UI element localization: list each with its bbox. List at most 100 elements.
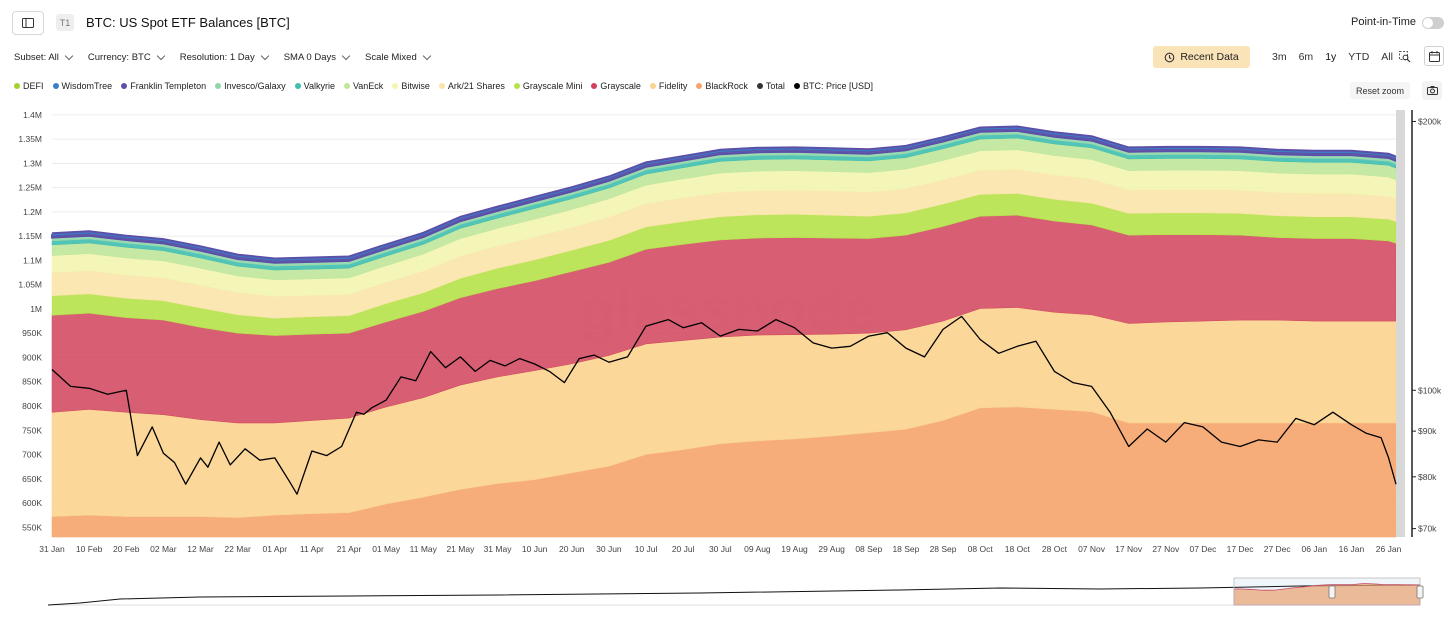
sma-label: SMA 0 Days bbox=[283, 52, 336, 63]
x-tick-label: 01 Apr bbox=[262, 544, 287, 554]
x-tick-label: 27 Dec bbox=[1264, 544, 1292, 554]
legend-item-blackrock[interactable]: BlackRock bbox=[696, 81, 748, 91]
legend-item-franklin-templeton[interactable]: Franklin Templeton bbox=[121, 81, 206, 91]
subset-dropdown[interactable]: Subset: All bbox=[14, 51, 74, 63]
x-tick-label: 11 Apr bbox=[300, 544, 324, 554]
x-tick-label: 17 Dec bbox=[1227, 544, 1255, 554]
legend-label: BTC: Price [USD] bbox=[802, 81, 873, 91]
range-all-button[interactable]: All bbox=[1381, 51, 1393, 63]
x-tick-label: 27 Nov bbox=[1152, 544, 1180, 554]
y-left-tick-label: 900K bbox=[22, 352, 42, 362]
legend-dot bbox=[649, 83, 656, 89]
x-tick-label: 08 Sep bbox=[855, 544, 882, 554]
y-left-tick-label: 1.4M bbox=[23, 110, 42, 120]
camera-icon bbox=[1426, 86, 1438, 95]
range-6m-button[interactable]: 6m bbox=[1298, 51, 1314, 63]
legend-label: Franklin Templeton bbox=[130, 81, 207, 91]
y-right-tick-label: $80k bbox=[1418, 472, 1437, 482]
recent-data-label: Recent Data bbox=[1180, 51, 1239, 63]
legend-dot bbox=[294, 83, 301, 89]
legend-label: Invesco/Galaxy bbox=[224, 81, 286, 91]
legend-item-vaneck[interactable]: VanEck bbox=[343, 81, 383, 91]
legend-label: Grayscale bbox=[600, 81, 641, 91]
calendar-button[interactable] bbox=[1424, 46, 1444, 66]
navigator[interactable] bbox=[47, 577, 1424, 606]
area-grayscale bbox=[51, 215, 1397, 424]
chart-legend: DEFI WisdomTree Franklin Templeton Inves… bbox=[14, 81, 873, 91]
navigator-selection[interactable] bbox=[1233, 577, 1421, 606]
legend-item-valkyrie[interactable]: Valkyrie bbox=[294, 81, 335, 91]
range-1y-button[interactable]: 1y bbox=[1325, 51, 1337, 63]
y-left-tick-label: 1.25M bbox=[18, 183, 42, 193]
sidebar-icon bbox=[22, 18, 34, 28]
legend-dot bbox=[392, 83, 399, 89]
y-axis-left: 550K 600K 650K 700K 750K 800K 850K 900K 950K 1M 1.… bbox=[18, 110, 42, 532]
legend-dot bbox=[121, 83, 128, 89]
legend-item-ark-21-shares[interactable]: Ark/21 Shares bbox=[438, 81, 505, 91]
top-bar: T1 BTC: US Spot ETF Balances [BTC] Point… bbox=[0, 0, 1456, 44]
x-tick-label: 07 Nov bbox=[1078, 544, 1106, 554]
y-axis-right: $70k $80k $90k $100k $200k bbox=[1411, 110, 1442, 537]
legend-label: Grayscale Mini bbox=[522, 81, 583, 91]
tier-badge: T1 bbox=[56, 14, 74, 31]
x-tick-label: 10 Jul bbox=[635, 544, 658, 554]
recent-data-button[interactable]: Recent Data bbox=[1153, 46, 1250, 68]
y-left-tick-label: 700K bbox=[22, 450, 42, 460]
navigator-handle-right[interactable] bbox=[1416, 585, 1424, 599]
y-left-tick-label: 800K bbox=[22, 401, 42, 411]
x-tick-label: 18 Sep bbox=[892, 544, 919, 554]
legend-label: Bitwise bbox=[401, 81, 430, 91]
legend-item-invesco-galaxy[interactable]: Invesco/Galaxy bbox=[215, 81, 286, 91]
legend-item-defi[interactable]: DEFI bbox=[14, 81, 44, 91]
x-tick-label: 16 Jan bbox=[1339, 544, 1365, 554]
area-valkyrie bbox=[51, 134, 1397, 271]
chart-controls: Subset: All Currency: BTC Resolution: 1 … bbox=[14, 51, 431, 63]
legend-label: Ark/21 Shares bbox=[447, 81, 505, 91]
y-right-tick-label: $200k bbox=[1418, 116, 1442, 126]
range-3m-button[interactable]: 3m bbox=[1272, 51, 1287, 63]
legend-item-bitwise[interactable]: Bitwise bbox=[392, 81, 430, 91]
calendar-icon bbox=[1428, 50, 1440, 62]
x-tick-label: 11 May bbox=[410, 544, 438, 554]
x-tick-label: 31 May bbox=[484, 544, 513, 554]
legend-item-total[interactable]: Total bbox=[756, 81, 785, 91]
y-right-tick-label: $70k bbox=[1418, 524, 1437, 534]
resolution-dropdown[interactable]: Resolution: 1 Day bbox=[180, 51, 269, 63]
legend-item-btc-price[interactable]: BTC: Price [USD] bbox=[793, 81, 873, 91]
range-selector: 3m 6m 1y YTD All bbox=[1266, 46, 1411, 68]
currency-dropdown[interactable]: Currency: BTC bbox=[88, 51, 165, 63]
reset-zoom-button[interactable]: Reset zoom bbox=[1350, 82, 1410, 99]
scale-dropdown[interactable]: Scale Mixed bbox=[365, 51, 431, 63]
range-ytd-button[interactable]: YTD bbox=[1348, 51, 1370, 63]
screenshot-button[interactable] bbox=[1422, 81, 1442, 100]
subset-label: Subset: All bbox=[14, 52, 59, 63]
y-left-tick-label: 1.3M bbox=[23, 158, 42, 168]
x-tick-label: 30 Jul bbox=[709, 544, 732, 554]
legend-item-grayscale[interactable]: Grayscale bbox=[591, 81, 641, 91]
x-tick-label: 06 Jan bbox=[1302, 544, 1328, 554]
btc-price-line bbox=[51, 315, 1397, 495]
y-right-tick-label: $90k bbox=[1418, 426, 1437, 436]
legend-item-wisdomtree[interactable]: WisdomTree bbox=[52, 81, 112, 91]
legend-dot bbox=[696, 83, 703, 89]
x-tick-label: 31 Jan bbox=[39, 544, 65, 554]
x-axis: 31 Jan 10 Feb 20 Feb 02 Mar 12 Mar 22 Mar 01 A… bbox=[39, 544, 1401, 554]
zoom-select-icon[interactable] bbox=[1398, 51, 1411, 63]
x-tick-label: 17 Nov bbox=[1115, 544, 1143, 554]
chart-watermark: glassnode bbox=[580, 276, 877, 343]
legend-dot bbox=[591, 83, 598, 89]
area-defi bbox=[51, 126, 1397, 259]
legend-item-fidelity[interactable]: Fidelity bbox=[649, 81, 687, 91]
point-in-time-toggle[interactable] bbox=[1422, 17, 1444, 29]
sma-dropdown[interactable]: SMA 0 Days bbox=[283, 51, 351, 63]
x-tick-label: 28 Sep bbox=[930, 544, 957, 554]
sidebar-toggle-button[interactable] bbox=[12, 11, 44, 35]
area-wisdomtree bbox=[51, 126, 1397, 261]
legend-dot bbox=[215, 83, 222, 89]
navigator-handle-left[interactable] bbox=[1328, 585, 1336, 599]
history-icon bbox=[1164, 52, 1175, 62]
legend-label: DEFI bbox=[23, 81, 44, 91]
legend-item-grayscale-mini[interactable]: Grayscale Mini bbox=[513, 81, 583, 91]
legend-dot bbox=[793, 83, 800, 89]
area-vaneck bbox=[51, 137, 1397, 281]
